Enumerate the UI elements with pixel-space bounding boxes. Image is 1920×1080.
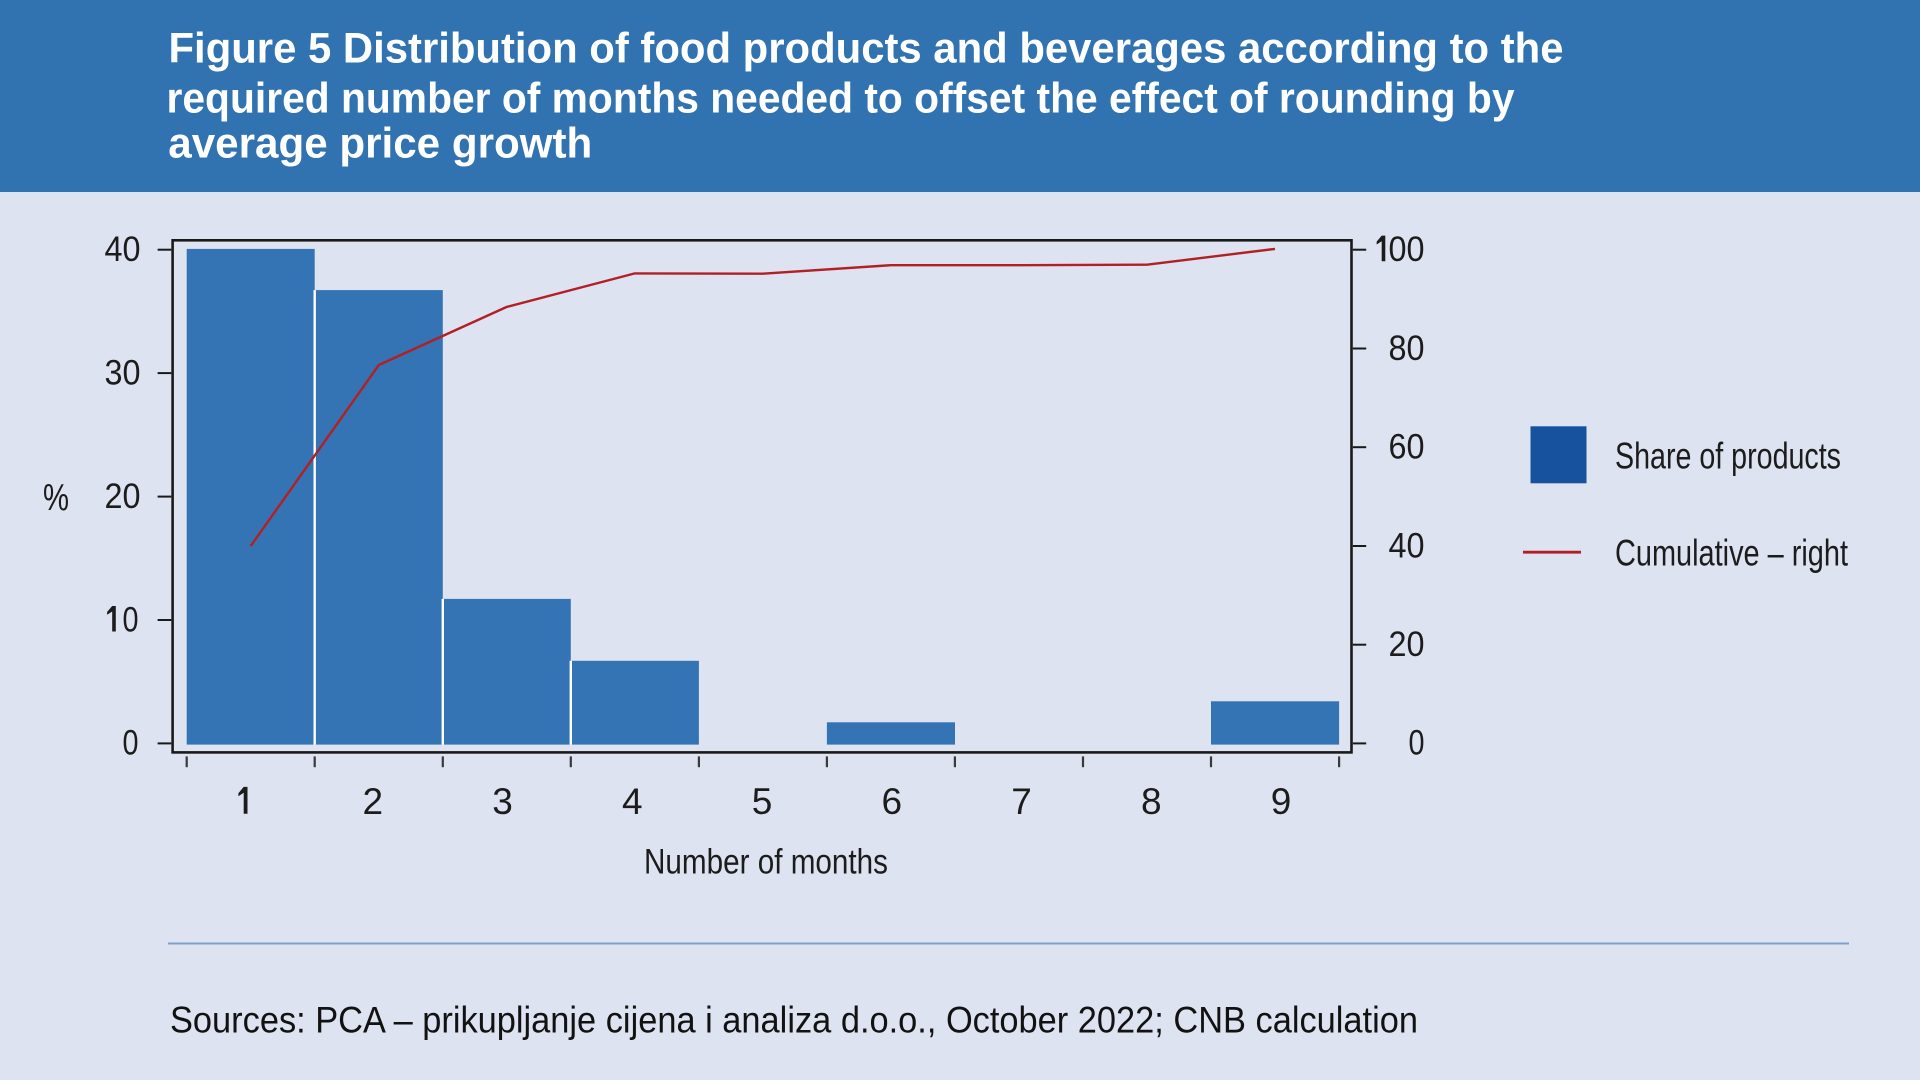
- svg-text:0: 0: [123, 722, 139, 762]
- svg-text:40: 40: [105, 229, 141, 269]
- svg-text:Figure 5 Distribution of food: Figure 5 Distribution of food products a…: [169, 24, 1564, 72]
- svg-text:0: 0: [1409, 722, 1425, 762]
- svg-text:40: 40: [1389, 526, 1425, 566]
- svg-text:80: 80: [1389, 328, 1425, 368]
- svg-text:3: 3: [492, 781, 513, 822]
- svg-text:Sources: PCA – prikupljanje ci: Sources: PCA – prikupljanje cijena i ana…: [170, 999, 1418, 1040]
- svg-text:Share of products: Share of products: [1615, 435, 1841, 477]
- svg-text:average price growth: average price growth: [168, 120, 592, 168]
- svg-text:20: 20: [105, 476, 141, 516]
- svg-text:8: 8: [1141, 781, 1162, 822]
- svg-text:4: 4: [622, 781, 643, 822]
- svg-text:7: 7: [1011, 781, 1032, 822]
- svg-text:2: 2: [363, 781, 384, 822]
- svg-text:Cumulative – right: Cumulative – right: [1615, 531, 1848, 573]
- svg-text:required number of months need: required number of months needed to offs…: [167, 75, 1515, 123]
- svg-text:9: 9: [1271, 781, 1292, 822]
- svg-text:5: 5: [752, 781, 773, 822]
- svg-text:Number of months: Number of months: [644, 842, 888, 882]
- svg-text:6: 6: [882, 781, 903, 822]
- svg-text:00: 00: [1389, 229, 1425, 269]
- svg-text:60: 60: [1389, 427, 1425, 467]
- svg-text:%: %: [43, 477, 69, 519]
- svg-text:30: 30: [105, 353, 141, 393]
- svg-text:0: 0: [123, 600, 139, 640]
- svg-text:20: 20: [1389, 624, 1425, 664]
